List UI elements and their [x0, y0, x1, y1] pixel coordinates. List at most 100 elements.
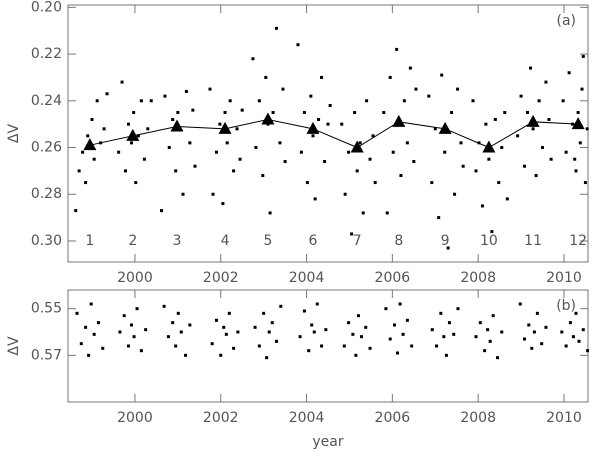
data-point — [564, 344, 568, 348]
data-point — [90, 117, 94, 121]
data-point — [388, 337, 392, 341]
x-tick-label: 2006 — [375, 270, 411, 286]
mean-marker — [392, 114, 406, 127]
data-point — [142, 157, 146, 161]
data-point — [564, 150, 568, 154]
data-point — [444, 353, 448, 357]
y-tick-label: 0.57 — [31, 347, 62, 363]
data-point — [166, 335, 170, 339]
data-point — [576, 110, 580, 114]
data-point — [84, 181, 88, 185]
x-tick-label: 2000 — [117, 270, 153, 286]
data-point — [160, 209, 164, 213]
data-point — [497, 181, 501, 185]
data-point — [129, 141, 133, 145]
mean-marker — [438, 121, 452, 134]
data-point — [452, 332, 456, 336]
data-point — [490, 230, 494, 234]
data-point — [86, 134, 90, 138]
data-point — [568, 321, 572, 325]
x-tick-label: 2000 — [117, 410, 153, 426]
data-point — [456, 87, 460, 91]
data-point — [236, 330, 240, 334]
data-point — [149, 99, 153, 103]
data-point — [84, 325, 88, 329]
data-point — [398, 302, 402, 306]
data-point — [537, 99, 541, 103]
mean-marker — [261, 112, 275, 125]
data-point — [188, 141, 192, 145]
data-point — [167, 146, 171, 150]
y-tick-label: 0.28 — [31, 186, 62, 202]
data-point — [574, 311, 578, 315]
data-point — [74, 209, 78, 213]
data-point — [117, 150, 121, 154]
data-point — [232, 346, 236, 350]
mean-marker — [482, 140, 496, 153]
data-point — [176, 110, 180, 114]
data-point — [567, 71, 571, 75]
data-point — [364, 325, 368, 329]
data-point — [342, 344, 346, 348]
data-point — [95, 99, 99, 103]
data-point — [211, 192, 215, 196]
mean-marker — [571, 117, 585, 130]
data-point — [574, 169, 578, 173]
x-tick-label: 2002 — [203, 410, 239, 426]
mean-line — [89, 118, 579, 149]
data-point — [495, 356, 499, 360]
data-point — [483, 349, 487, 353]
data-point — [268, 211, 272, 215]
y-tick-label: 0.30 — [31, 233, 62, 249]
data-point — [486, 328, 490, 332]
data-point — [302, 110, 306, 114]
data-point — [500, 146, 504, 150]
data-point — [81, 150, 85, 154]
data-point — [238, 157, 242, 161]
data-point — [267, 330, 271, 334]
data-point — [580, 87, 584, 91]
data-point — [516, 134, 520, 138]
x-tick-label: 2008 — [460, 270, 496, 286]
mean-marker — [306, 121, 320, 134]
season-label: 3 — [173, 233, 182, 249]
data-point — [405, 141, 409, 145]
season-label: 5 — [263, 233, 272, 249]
data-point — [435, 344, 439, 348]
season-label: 9 — [441, 233, 450, 249]
data-point — [430, 181, 434, 185]
data-point — [270, 321, 274, 325]
data-point — [484, 122, 488, 126]
data-point — [122, 314, 126, 318]
data-point — [89, 302, 93, 306]
data-point — [384, 307, 388, 311]
data-point — [443, 150, 447, 154]
data-point — [402, 99, 406, 103]
data-point — [437, 216, 441, 220]
data-point — [581, 54, 585, 58]
x-axis-label: year — [312, 434, 343, 450]
data-point — [456, 307, 460, 311]
data-point — [218, 122, 222, 126]
data-point — [414, 87, 418, 91]
data-point — [136, 134, 140, 138]
data-point — [265, 356, 269, 360]
data-point — [440, 73, 444, 77]
y-axis-label: ΔV — [6, 124, 22, 144]
data-point — [163, 94, 167, 98]
data-point — [354, 353, 358, 357]
data-point — [102, 127, 106, 131]
season-label: 8 — [394, 233, 403, 249]
data-point — [126, 122, 130, 126]
x-tick-label: 2002 — [203, 270, 239, 286]
data-point — [371, 134, 375, 138]
data-point — [96, 321, 100, 325]
data-point — [408, 66, 412, 70]
season-label: 11 — [524, 233, 542, 249]
data-point — [343, 192, 347, 196]
data-point — [356, 314, 360, 318]
data-point — [174, 344, 178, 348]
data-point — [311, 134, 315, 138]
data-point — [395, 47, 399, 51]
data-point — [450, 110, 454, 114]
